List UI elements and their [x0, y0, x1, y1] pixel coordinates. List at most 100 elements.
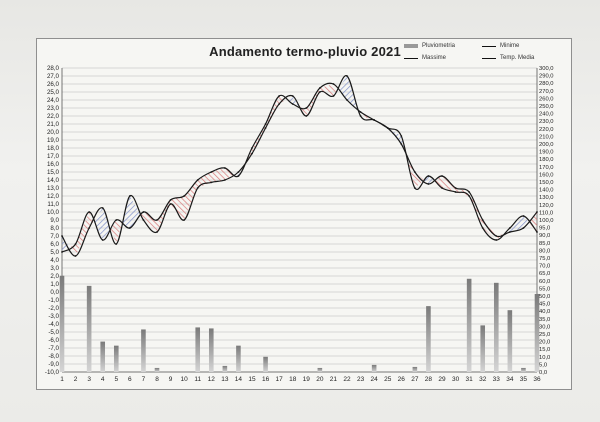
x-tick-label: 21 [330, 376, 338, 383]
y-tick-label: -3,0 [48, 313, 59, 320]
y-tick-label: 4,0 [50, 257, 59, 264]
series-line-massime [61, 82, 538, 253]
y-tick-label: 6,0 [50, 241, 59, 248]
point-minime [237, 171, 240, 173]
legend-label-massime: Massime [422, 55, 447, 61]
y2-tick-label: 280,0 [539, 81, 554, 87]
point-minime [441, 187, 443, 189]
point-massime [373, 119, 376, 121]
legend-item-pluviometria: Pluviometria [404, 43, 455, 49]
y2-tick-label: 15,0 [539, 347, 550, 353]
precip-bar [236, 345, 241, 372]
point-minime [115, 243, 118, 245]
y2-tick-label: 220,0 [539, 127, 554, 133]
point-massime [101, 239, 104, 241]
legend-label-media: Temp. Media [500, 55, 535, 61]
y2-tick-label: 85,0 [539, 241, 550, 247]
point-massime [305, 107, 308, 109]
point-minime [495, 239, 498, 241]
x-tick-label: 16 [262, 376, 270, 383]
point-minime [183, 219, 186, 221]
y-tick-label: 25,0 [47, 89, 60, 96]
y-tick-label: 10,0 [47, 209, 60, 216]
y-tick-label: 14,0 [47, 177, 60, 184]
y2-tick-label: 120,0 [539, 203, 554, 209]
point-massime [359, 111, 362, 113]
precip-bar [141, 329, 146, 372]
point-minime [88, 227, 91, 229]
y-tick-label: 7,0 [50, 233, 59, 240]
precip-bar [466, 278, 472, 372]
point-minime [427, 175, 430, 177]
y-tick-label: 9,0 [50, 217, 59, 224]
point-minime [74, 255, 77, 257]
y-tick-label: 13,0 [47, 185, 60, 192]
legend-item-media: Temp. Media [482, 55, 534, 61]
x-tick-label: 24 [371, 376, 379, 383]
legend-item-minime: Minime [482, 43, 519, 49]
y-tick-label: -8,0 [48, 353, 59, 360]
x-tick-label: 8 [155, 376, 159, 383]
x-tick-label: 10 [181, 376, 189, 383]
point-massime [291, 103, 294, 105]
hatch-band-warm [405, 153, 415, 188]
y2-tick-label: 65,0 [539, 271, 550, 277]
hatch-band-warm [170, 196, 185, 220]
hatch-band-cool [337, 76, 347, 100]
x-tick-label: 19 [303, 376, 311, 383]
precip-bar [222, 365, 228, 372]
point-minime [346, 75, 348, 77]
x-tick-label: 14 [235, 376, 243, 383]
point-massime [468, 191, 471, 193]
x-tick-label: 34 [506, 376, 514, 383]
hatch-band-warm [69, 244, 76, 256]
point-minime [61, 235, 63, 237]
point-massime [251, 147, 253, 149]
y-tick-label: 27,0 [47, 73, 60, 80]
y-tick-label: 21,0 [47, 121, 60, 128]
y-tick-label: 28,0 [47, 65, 60, 72]
y-tick-label: -7,0 [48, 345, 59, 352]
y-tick-label: 23,0 [47, 105, 60, 112]
x-tick-label: 17 [276, 376, 284, 383]
hatch-band-warm [433, 176, 442, 188]
point-massime [115, 219, 118, 221]
x-tick-label: 30 [452, 376, 460, 383]
x-tick-label: 36 [533, 376, 541, 383]
point-massime [169, 199, 172, 201]
hatch-band-cool [102, 208, 111, 240]
x-tick-label: 2 [74, 376, 78, 383]
precip-bar [100, 341, 106, 372]
y2-tick-label: 90,0 [539, 233, 550, 239]
precip-bar [59, 275, 65, 372]
x-tick-label: 23 [357, 376, 365, 383]
y-tick-label: 16,0 [47, 161, 60, 168]
y2-tick-label: 250,0 [539, 104, 554, 110]
hatch-band-cool [129, 196, 141, 228]
point-massime [223, 167, 226, 169]
y-tick-label: -4,0 [48, 321, 59, 328]
y2-tick-label: 5,0 [539, 362, 547, 368]
y-tick-label: 8,0 [50, 225, 59, 232]
hatch-band-warm [265, 96, 280, 128]
hatch-band-cool [509, 216, 524, 232]
point-minime [251, 152, 253, 155]
x-tick-label: 33 [493, 376, 501, 383]
hatch-band-warm [224, 168, 236, 180]
hatch-band-warm [197, 172, 212, 188]
y2-tick-label: 100,0 [539, 218, 554, 224]
y-tick-label: -9,0 [48, 361, 59, 368]
point-minime [481, 227, 484, 229]
point-massime [386, 127, 389, 129]
hatch-band-warm [75, 212, 90, 256]
legend-label-pluviometria: Pluviometria [422, 43, 456, 49]
y2-tick-label: 35,0 [539, 317, 550, 323]
series-line-minime [61, 75, 538, 257]
point-massime [332, 83, 335, 85]
y2-tick-label: 70,0 [539, 264, 550, 270]
precip-bar [263, 356, 268, 372]
point-minime [169, 203, 172, 205]
point-minime [128, 195, 131, 197]
y-tick-label: -6,0 [48, 337, 59, 344]
precip-bar [521, 367, 526, 372]
